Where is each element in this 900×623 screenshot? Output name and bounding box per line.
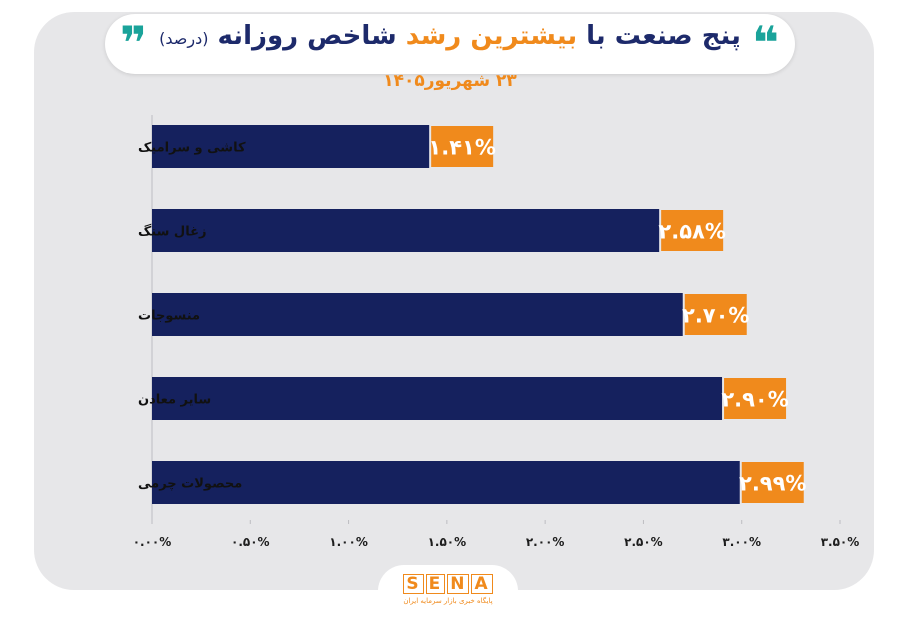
title-unit: (درصد) (159, 29, 209, 48)
logo-tagline: پایگاه خبری بازار سرمایه ایران (403, 597, 493, 605)
logo-letter: E (425, 574, 446, 594)
bar (152, 125, 430, 168)
logo-letter: N (447, 574, 470, 594)
bar (152, 461, 740, 504)
title-highlight: بیشترین رشد (405, 21, 578, 51)
title-banner (105, 14, 795, 74)
chart-title: پنج صنعت با بیشترین رشد شاخص روزانه (درص… (105, 21, 795, 51)
bar (152, 293, 683, 336)
data-label: ۲.۹۰% (721, 388, 788, 412)
data-label: ۲.۷۰% (682, 304, 749, 328)
data-label-bg (724, 378, 787, 419)
data-label: ۱.۴۱% (428, 136, 495, 160)
title-part-2: شاخص روزانه (208, 21, 406, 51)
data-label-bg (741, 462, 804, 503)
category-label: کاشی و سرامیک (138, 141, 246, 156)
category-label: محصولات چرمی (138, 477, 242, 492)
bar (152, 209, 660, 252)
data-label-bg (431, 126, 494, 167)
category-label: سایر معادن (138, 393, 211, 408)
logo-letter: A (471, 574, 493, 594)
x-tick-label: ۱.۵۰% (428, 535, 467, 549)
bar (152, 377, 723, 420)
quote-open-icon: ❞ (120, 16, 147, 70)
x-tick-label: ۲.۰۰% (526, 535, 565, 549)
x-tick-label: ۰.۰۰% (133, 535, 172, 549)
x-tick-label: ۳.۰۰% (722, 535, 761, 549)
quote-close-icon: ❝ (752, 16, 779, 70)
logo-letter: S (403, 574, 424, 594)
data-label-bg (661, 210, 724, 251)
x-tick-label: ۳.۵۰% (821, 535, 860, 549)
data-label: ۲.۹۹% (739, 472, 806, 496)
x-tick-label: ۰.۵۰% (231, 535, 270, 549)
data-label: ۲.۵۸% (658, 220, 725, 244)
data-label-bg (684, 294, 747, 335)
category-label: زغال سنگ (138, 224, 206, 240)
x-tick-label: ۱.۰۰% (329, 535, 368, 549)
x-tick-label: ۲.۵۰% (624, 535, 663, 549)
category-label: منسوجات (138, 309, 200, 324)
chart-date: ۲۳ شهریور۱۴۰۵ (383, 71, 517, 91)
title-part-1: پنج صنعت با (577, 21, 741, 51)
